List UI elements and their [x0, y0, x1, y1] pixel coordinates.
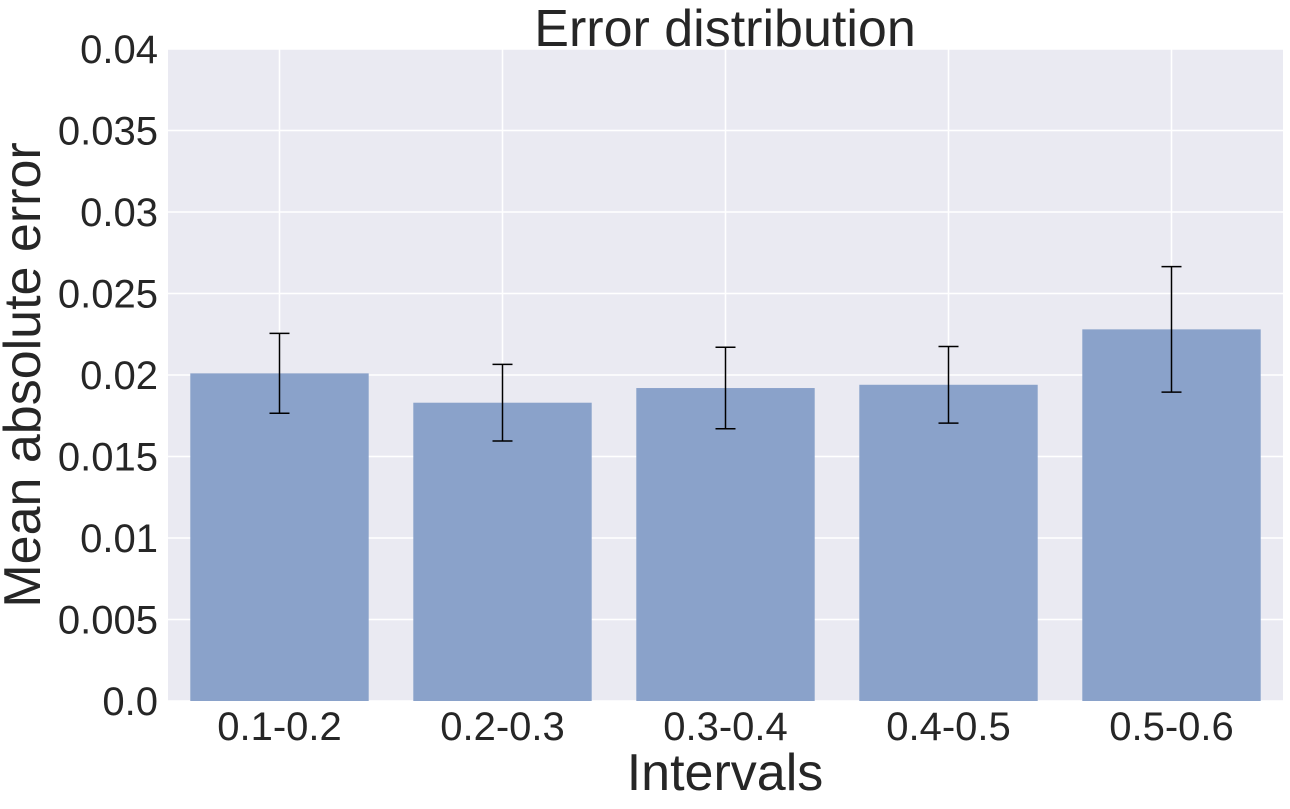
y-tick-label: 0.005: [58, 599, 158, 643]
x-tick-label: 0.3-0.4: [663, 705, 788, 749]
y-tick-label: 0.025: [58, 273, 158, 317]
y-tick-labels: 0.0 0.005 0.01 0.015 0.02 0.025 0.03 0.035 0.04: [58, 28, 158, 724]
bar: [413, 402, 592, 701]
y-tick-label: 0.0: [102, 680, 158, 724]
y-tick-label: 0.03: [80, 191, 158, 235]
error-bar: [269, 332, 290, 415]
error-bars: [269, 265, 1182, 442]
y-tick-label: 0.04: [80, 28, 158, 72]
bar: [636, 388, 815, 701]
y-tick-label: 0.015: [58, 436, 158, 480]
x-axis-label: Intervals: [627, 744, 824, 802]
x-tick-label: 0.1-0.2: [217, 705, 342, 749]
y-tick-label: 0.02: [80, 354, 158, 398]
error-bar: [938, 345, 959, 424]
error-bar: [715, 346, 736, 430]
bar: [190, 373, 369, 701]
chart-title: Error distribution: [534, 0, 915, 58]
error-bar: [1161, 265, 1182, 393]
x-tick-label: 0.4-0.5: [886, 705, 1011, 749]
y-tick-label: 0.01: [80, 517, 158, 561]
y-axis-label: Mean absolute error: [0, 142, 52, 607]
error-bar: [492, 363, 513, 442]
bar: [859, 384, 1038, 701]
x-tick-label: 0.2-0.3: [440, 705, 565, 749]
y-tick-label: 0.035: [58, 110, 158, 154]
x-tick-label: 0.5-0.6: [1109, 705, 1234, 749]
x-tick-labels: 0.1-0.2 0.2-0.3 0.3-0.4 0.4-0.5 0.5-0.6: [217, 705, 1234, 749]
